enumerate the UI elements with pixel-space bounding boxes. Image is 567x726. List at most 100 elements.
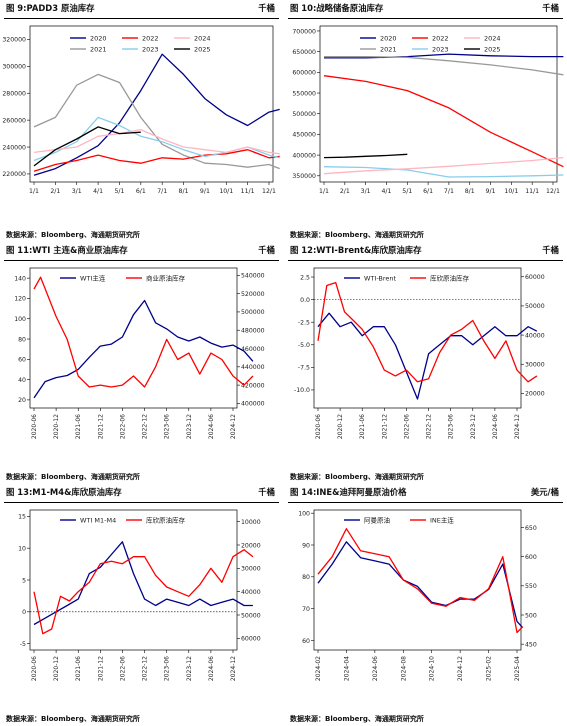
x-tick-label: 2/1 [340,188,350,195]
panel-source: 数据来源：Bloomberg、海通期货研究所 [6,473,140,481]
legend-label: 2023 [432,45,449,53]
y-tick-label: 500000 [292,111,316,118]
series-line-WTI主连 [33,299,254,399]
y-tick-label: 300000 [2,64,26,71]
x-tick-label: 7/1 [444,188,454,195]
x-tick-label: 2024-12 [457,656,464,681]
series-line-2020 [33,53,280,176]
chart-panel-padd3: 图 9:PADD3 原油库存 千桶 220000 240000 260000 2800… [0,0,283,242]
y2-tick-label: 400000 [241,401,265,408]
x-tick-label: 5/1 [114,188,124,195]
x-tick-label: 2024-12 [230,656,237,681]
x-tick-label: 4/1 [93,188,103,195]
x-tick-label: 10/1 [219,188,233,195]
y2-tick-label: 500000 [241,309,265,316]
legend-label: WTI-Brent [364,274,397,282]
x-tick-label: 11/1 [525,188,539,195]
x-tick-label: 6/1 [423,188,433,195]
series-line-2023 [323,166,564,178]
x-tick-label: 3/1 [72,188,82,195]
panel-title: 图 11:WTI 主连&商业原油库存 [6,245,128,255]
legend-label: 2020 [380,34,397,42]
x-tick-label: 12/1 [262,188,276,195]
series-line-2023 [33,116,280,162]
panel-source: 数据来源：Bloomberg、海通期货研究所 [290,715,424,723]
m1-m4-chart: -5 0 5 10 15 10000 20000 30000 40000 50000 60000 20… [18,509,261,681]
x-tick-label: 2022-12 [142,656,149,681]
series-line-2025 [323,153,408,159]
x-tick-label: 2/1 [50,188,60,195]
y2-tick-label: 550 [525,583,537,590]
y-tick-label: 140 [14,275,26,282]
x-tick-label: 1/1 [319,188,329,195]
x-tick-label: 2024-06 [208,656,215,681]
series-line-WTI-Brent [317,312,538,400]
y-tick-label: -5 [20,641,26,648]
y2-tick-label: 600 [525,554,537,561]
series-line-2021 [324,55,564,76]
x-tick-label: 2024-10 [429,656,436,681]
x-tick-label: 9/1 [486,188,496,195]
panel-unit: 千桶 [542,3,559,13]
legend-label: 商业原油库存 [146,273,186,282]
y2-tick-label: 440000 [241,364,265,371]
x-tick-label: 2021-12 [97,656,104,681]
ine-oman-chart: 60 70 80 90 100 450 500 550 600 650 2024-02 2024-04… [298,509,537,681]
x-tick-label: 2023-06 [164,414,171,439]
y-tick-label: 90 [302,542,310,549]
y2-tick-label: 50000 [525,303,545,310]
x-tick-label: 2020-12 [337,414,344,439]
x-tick-label: 11/1 [241,188,255,195]
x-tick-label: 4/1 [381,188,391,195]
y-tick-label: 20 [18,397,26,404]
y2-tick-label: 40000 [525,332,545,339]
y-tick-label: 350000 [292,173,316,180]
series-line-库欣原油库存 [317,281,538,383]
y-tick-label: 450000 [292,132,316,139]
panel-source: 数据来源：Bloomberg、海通期货研究所 [6,231,140,239]
y2-tick-label: 40000 [241,589,261,596]
y2-tick-label: 540000 [241,273,265,280]
x-tick-label: 5/1 [402,188,412,195]
legend-label: 2025 [484,45,501,53]
panel-unit: 千桶 [258,245,275,255]
panel-header: 图 10:战略储备原油库存 千桶 [288,0,563,19]
x-tick-label: 2021-06 [75,414,82,439]
legend-label: 2021 [380,45,397,53]
x-tick-label: 2020-06 [31,656,38,681]
y-tick-label: 15 [18,514,26,521]
panel-unit: 千桶 [258,487,275,497]
y-tick-label: 120 [14,296,26,303]
panel-header: 图 13:M1-M4&库欣原油库存 千桶 [4,484,279,503]
y2-tick-label: 20000 [241,542,261,549]
legend-label: 2023 [142,45,159,53]
series-line-2025 [33,126,141,167]
y-tick-label: 260000 [2,117,26,124]
chart-panel-m1-m4: 图 13:M1-M4&库欣原油库存 千桶 -5 0 5 10 15 10000 20000 3… [0,484,283,726]
series-line-2021 [33,73,280,170]
series-line-INE主连 [317,528,524,634]
x-tick-label: 2020-12 [53,414,60,439]
panel-unit: 千桶 [258,3,275,13]
y-tick-label: 400000 [292,152,316,159]
x-tick-label: 2023-06 [164,656,171,681]
x-tick-label: 2020-06 [31,414,38,439]
x-tick-label: 2022-06 [403,414,410,439]
x-tick-label: 2024-12 [514,414,521,439]
plot-frame [29,25,274,183]
padd3-chart: 220000 240000 260000 280000 300000 320000 1/1 2… [2,25,280,195]
y2-tick-label: 50000 [241,612,261,619]
panel-header: 图 9:PADD3 原油库存 千桶 [4,0,279,19]
y-tick-label: 600000 [292,70,316,77]
wti-commercial-chart: 20 40 60 80 100 120 140 400000 420000 440000 46000… [14,267,265,439]
y-tick-label: 60 [302,638,310,645]
x-tick-label: 7/1 [157,188,167,195]
legend-label: INE主连 [430,515,454,524]
legend-label: 2024 [194,34,211,42]
plot-frame [319,25,558,183]
panel-header: 图 12:WTI-Brent&库欣原油库存 千桶 [288,242,563,261]
x-tick-label: 2025-04 [514,656,521,681]
x-tick-label: 2021-06 [359,414,366,439]
series-line-阿曼原油 [317,541,524,629]
x-tick-label: 2022-06 [119,414,126,439]
